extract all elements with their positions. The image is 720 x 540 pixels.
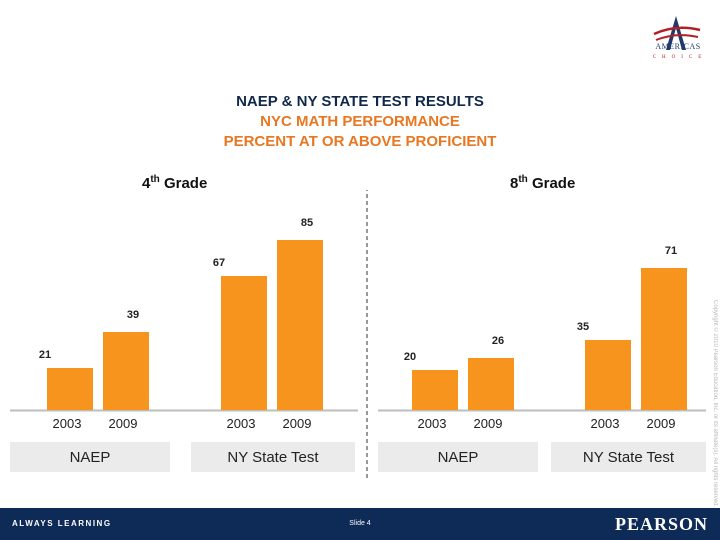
x-tick-label: 2003 bbox=[591, 416, 620, 431]
x-tick-label: 2009 bbox=[283, 416, 312, 431]
logo-wordmark: AMERICAS bbox=[655, 42, 701, 51]
bar bbox=[47, 368, 93, 410]
footer-bar: ALWAYS LEARNING Slide 4 PEARSON bbox=[0, 508, 720, 540]
x-tick-label: 2009 bbox=[474, 416, 503, 431]
bar bbox=[412, 370, 458, 410]
bar bbox=[221, 276, 267, 410]
pearson-logo: PEARSON bbox=[614, 514, 708, 534]
data-label: 35 bbox=[577, 321, 589, 333]
group-label: NAEP bbox=[438, 449, 479, 466]
title-line-1: NAEP & NY STATE TEST RESULTS bbox=[236, 93, 484, 110]
group-label: NAEP bbox=[70, 449, 111, 466]
data-label: 20 bbox=[404, 351, 416, 363]
bar bbox=[103, 332, 149, 410]
logo-subword: CHOICE bbox=[652, 55, 708, 60]
x-tick-label: 2003 bbox=[53, 416, 82, 431]
bar bbox=[585, 340, 631, 410]
logo-a-icon bbox=[653, 16, 701, 50]
always-learning-tagline: ALWAYS LEARNING bbox=[12, 519, 112, 528]
group-label-box bbox=[191, 442, 355, 472]
data-label: 67 bbox=[213, 257, 225, 269]
chart-title: NAEP & NY STATE TEST RESULTS NYC MATH PE… bbox=[0, 92, 720, 152]
group-label: NY State Test bbox=[227, 449, 319, 466]
x-tick-label: 2003 bbox=[418, 416, 447, 431]
title-line-3: PERCENT AT OR ABOVE PROFICIENT bbox=[223, 133, 497, 150]
x-tick-label: 2009 bbox=[647, 416, 676, 431]
bar bbox=[641, 268, 687, 410]
title-line-2: NYC MATH PERFORMANCE bbox=[260, 113, 460, 130]
bar bbox=[277, 240, 323, 410]
slide-number: Slide 4 bbox=[349, 520, 371, 527]
grade-4-label: 4th Grade bbox=[142, 174, 208, 192]
copyright-notice: Copyright © 2010 Pearson Education, Inc.… bbox=[712, 300, 718, 508]
x-tick-label: 2009 bbox=[109, 416, 138, 431]
group-label-box bbox=[551, 442, 706, 472]
data-label: 26 bbox=[492, 335, 504, 347]
group-label: NY State Test bbox=[583, 449, 675, 466]
data-label: 21 bbox=[39, 349, 51, 361]
bar bbox=[468, 358, 514, 410]
group-label-box bbox=[10, 442, 170, 472]
group-label-box bbox=[378, 442, 538, 472]
bar-chart: 21 2003 39 2009 NAEP 67 2003 85 2009 NY State Tes… bbox=[10, 190, 706, 480]
data-label: 39 bbox=[127, 309, 139, 321]
data-label: 71 bbox=[665, 245, 677, 257]
data-label: 85 bbox=[301, 217, 313, 229]
grade-8-label: 8th Grade bbox=[510, 174, 576, 192]
x-tick-label: 2003 bbox=[227, 416, 256, 431]
